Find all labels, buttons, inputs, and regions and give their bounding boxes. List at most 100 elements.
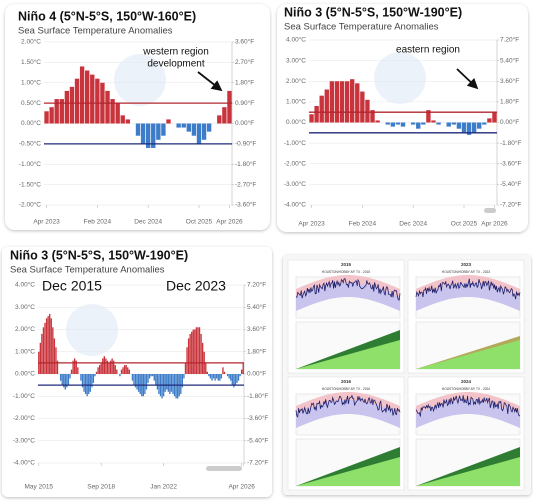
- mini-area: [296, 340, 400, 369]
- y-tick-label: -3.00°C: [284, 180, 306, 188]
- bar: [334, 81, 340, 123]
- y2-tick-label: 0.00°F: [247, 370, 266, 378]
- bar: [236, 374, 238, 383]
- bar: [211, 374, 213, 381]
- bar: [237, 374, 240, 381]
- mini-band: [416, 275, 520, 297]
- bar: [49, 313, 51, 374]
- y2-tick-label: -2.70°F: [235, 180, 256, 188]
- x-tick-label: Feb 2024: [349, 221, 377, 228]
- bar: [136, 374, 138, 390]
- bar: [66, 374, 68, 388]
- bar: [172, 374, 174, 395]
- bar: [80, 374, 82, 381]
- bar: [166, 374, 168, 390]
- x-tick-label: Dec 2024: [134, 219, 162, 226]
- bar: [44, 322, 46, 374]
- bar: [105, 90, 110, 124]
- bar: [79, 66, 85, 124]
- y2-tick-label: 1.80°F: [247, 347, 266, 355]
- x-tick-label: May 2015: [25, 484, 54, 491]
- bar: [167, 374, 169, 392]
- bar: [242, 362, 244, 374]
- y2-tick-label: -5.40°F: [500, 180, 521, 188]
- bar: [492, 112, 497, 123]
- bar: [228, 374, 230, 379]
- bar: [329, 81, 335, 123]
- bar: [197, 327, 199, 374]
- watermark: [66, 304, 118, 356]
- bar: [61, 374, 63, 386]
- y-tick-label: -3.00°C: [13, 436, 35, 444]
- bar: [109, 360, 112, 374]
- bar: [89, 374, 91, 392]
- bar: [436, 122, 441, 125]
- bar: [69, 374, 71, 379]
- mini-subtitle: HOUSTON/HOBBY AP, TX - 2024: [442, 387, 490, 391]
- bar: [214, 374, 216, 381]
- bar: [375, 120, 380, 123]
- bar: [45, 318, 48, 374]
- bar: [194, 329, 196, 374]
- bar: [145, 374, 148, 390]
- bar: [161, 123, 166, 136]
- bar: [125, 365, 127, 374]
- mini-band: [296, 392, 400, 414]
- bar: [344, 81, 350, 123]
- bar: [137, 374, 140, 392]
- x-tick-label: Dec 2024: [399, 221, 427, 228]
- mini-band: [416, 392, 520, 414]
- y-tick-label: -2.00°C: [19, 201, 41, 209]
- y-tick-label: 1.50°C: [21, 58, 41, 66]
- bar: [44, 111, 49, 124]
- mini-subtitle: HOUSTON/HOBBY AP, TX - 2023: [442, 270, 490, 274]
- bar: [395, 122, 401, 125]
- y-tick-label: 0.00°C: [21, 119, 41, 127]
- bar: [482, 122, 487, 125]
- bar: [110, 99, 115, 124]
- bar: [52, 327, 54, 374]
- bar: [209, 374, 212, 379]
- bar: [49, 107, 54, 124]
- bar: [192, 329, 194, 374]
- bar: [151, 123, 156, 148]
- bar: [50, 318, 52, 374]
- y2-tick-label: -7.20°F: [247, 459, 268, 467]
- bar: [400, 122, 406, 127]
- annotation: development: [147, 59, 204, 70]
- bar: [83, 374, 85, 392]
- bar: [148, 374, 151, 379]
- mini-line: [415, 395, 521, 417]
- mini-title: 2016: [341, 379, 352, 384]
- y-tick-label: -4.00°C: [284, 201, 306, 209]
- bar: [59, 99, 64, 124]
- bar: [84, 374, 87, 395]
- bar: [309, 114, 314, 123]
- y-tick-label: -2.00°C: [284, 159, 306, 167]
- bar: [42, 327, 45, 374]
- y-tick-label: -1.00°C: [284, 139, 306, 147]
- y-tick-label: 0.50°C: [21, 99, 41, 107]
- annotation-arrow: [456, 68, 479, 90]
- bar: [217, 374, 219, 381]
- y2-tick-label: -1.80°F: [247, 392, 268, 400]
- bar: [81, 374, 84, 388]
- bar: [360, 91, 365, 123]
- y-tick-label: 0.00°C: [15, 370, 35, 378]
- annotation: western region: [142, 47, 209, 58]
- bar: [198, 327, 201, 374]
- bar: [64, 374, 66, 390]
- bar: [201, 123, 207, 140]
- y2-tick-label: 3.60°F: [500, 77, 519, 85]
- bar: [226, 374, 229, 377]
- bar: [426, 110, 431, 123]
- x-tick-label: Jan 2022: [150, 484, 177, 491]
- chart-title: Niño 4 (5°N-5°S, 150°W-160°E): [18, 9, 196, 23]
- bar: [64, 90, 70, 124]
- bar: [466, 122, 472, 135]
- bar: [156, 374, 159, 390]
- bar: [120, 369, 123, 374]
- bar: [234, 374, 237, 386]
- bar: [206, 371, 208, 374]
